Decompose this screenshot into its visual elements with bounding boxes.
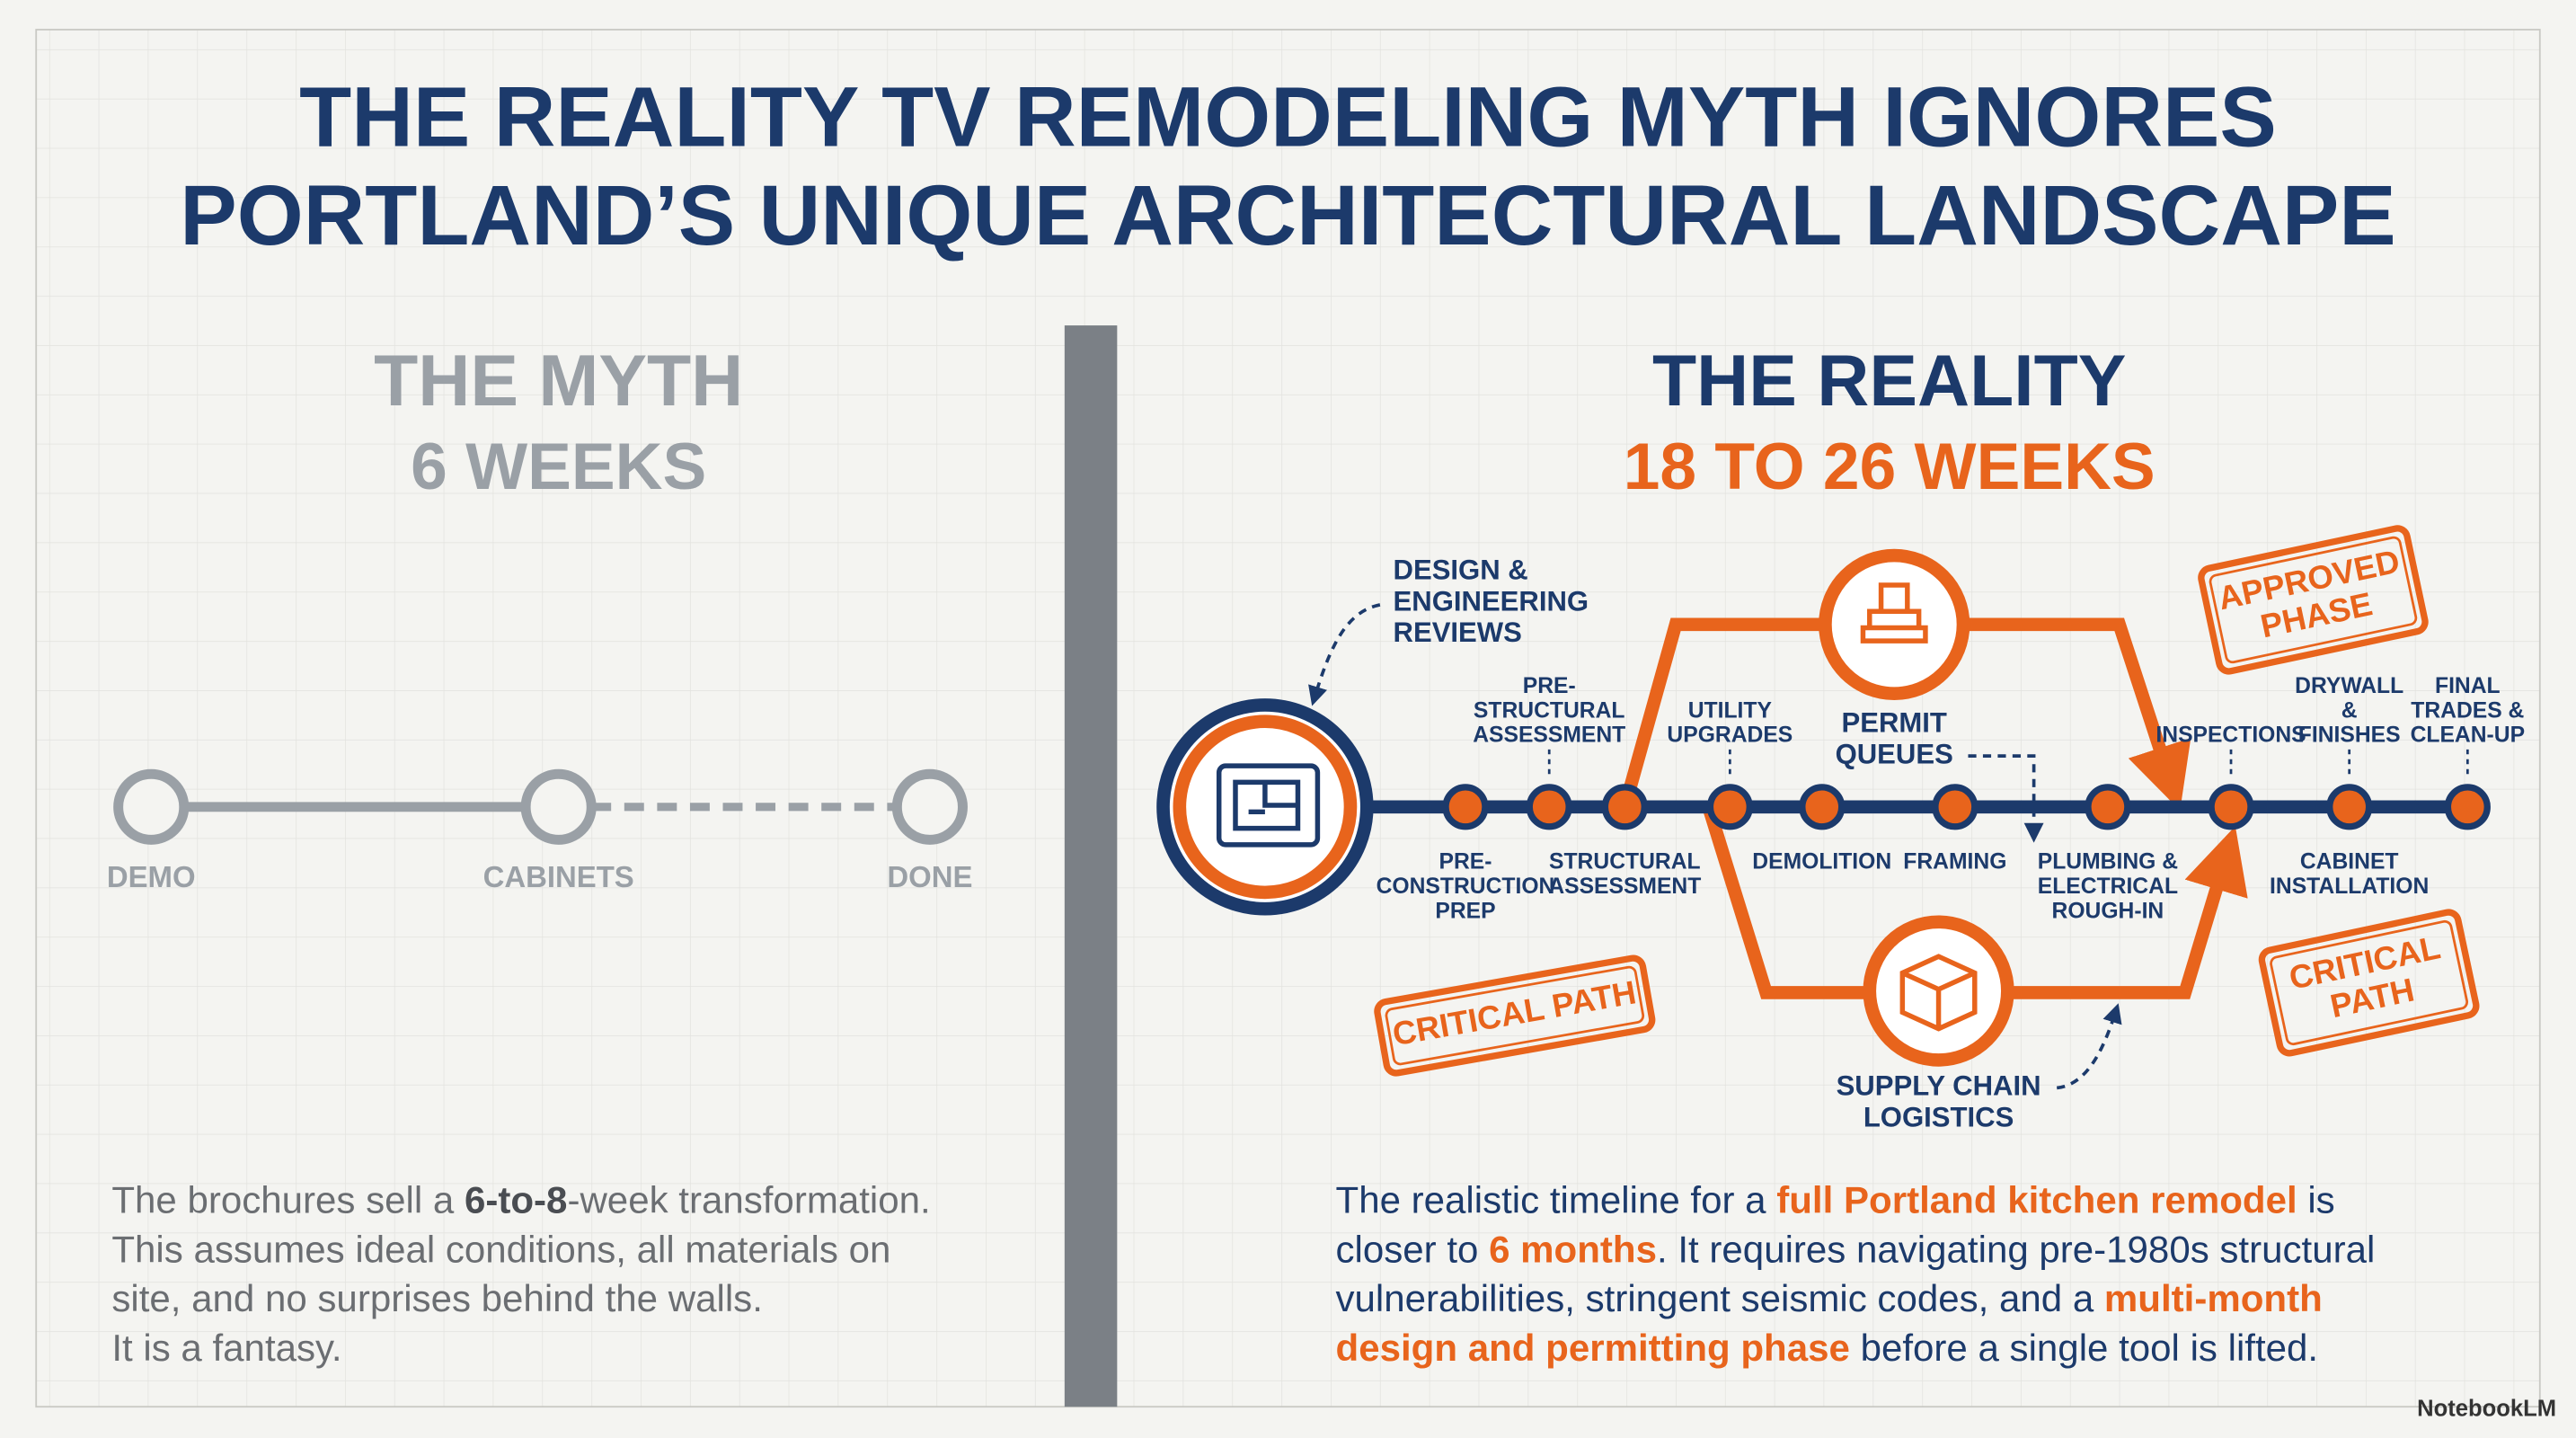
paragraph-line: The brochures sell a 6-to-8-week transfo…	[111, 1179, 930, 1221]
step-dot	[2208, 784, 2254, 830]
reality-heading: THE REALITY	[1652, 341, 2126, 422]
paragraph-line: design and permitting phase before a sin…	[1336, 1327, 2319, 1369]
step-label: ROUGH-IN	[2052, 899, 2164, 923]
myth-duration: 6 WEEKS	[411, 431, 706, 503]
text-run: -week transformation.	[567, 1179, 930, 1221]
step-label: ASSESSMENT	[1548, 874, 1701, 899]
step-label: UPGRADES	[1667, 723, 1793, 748]
text-run: site, and no surprises behind the walls.	[111, 1277, 763, 1319]
content: THE REALITY TV REMODELING MYTH IGNORESPO…	[107, 69, 2556, 1421]
callout: DESIGN &	[1394, 555, 1528, 586]
step-label: PREP	[1435, 899, 1495, 923]
paragraph-line: vulnerabilities, stringent seismic codes…	[1336, 1277, 2323, 1319]
step-label: DRYWALL	[2295, 674, 2403, 698]
paragraph-line: This assumes ideal conditions, all mater…	[111, 1228, 890, 1270]
permit-pointer	[1968, 754, 2044, 843]
blueprint-icon	[1216, 763, 1321, 848]
stamp-border	[2258, 909, 2480, 1057]
stamp-border	[1374, 954, 1656, 1077]
emphasis: 6-to-8	[465, 1179, 567, 1221]
callout: LOGISTICS	[1863, 1101, 2014, 1132]
myth-milestone	[113, 768, 190, 845]
text-run: is	[2297, 1179, 2335, 1221]
step-label: FRAMING	[1903, 850, 2006, 874]
step-dot	[2085, 784, 2131, 830]
step-label: PRE-	[1523, 674, 1576, 698]
title-line: PORTLAND’S UNIQUE ARCHITECTURAL LANDSCAP…	[180, 168, 2395, 263]
step-label: TRADES &	[2411, 698, 2524, 723]
callout: QUEUES	[1836, 738, 1953, 769]
myth-milestone-label: DONE	[887, 860, 972, 893]
callout: PERMIT	[1841, 707, 1946, 739]
step-dot	[2444, 784, 2491, 830]
emphasis: multi-month	[2104, 1277, 2323, 1319]
paragraph-line: closer to 6 months. It requires navigati…	[1336, 1228, 2376, 1270]
stamp-inner	[2209, 536, 2418, 664]
stamp-border	[2198, 525, 2429, 675]
callout: SUPPLY CHAIN	[1837, 1070, 2041, 1102]
step-label: CABINET	[2300, 850, 2399, 874]
myth-milestone-label: DEMO	[107, 860, 196, 893]
myth-heading: THE MYTH	[374, 341, 743, 422]
text-run: closer to	[1336, 1228, 1490, 1270]
design-pointer	[1308, 603, 1381, 706]
emphasis: design and permitting phase	[1336, 1327, 1850, 1369]
permit-node	[1819, 548, 1970, 700]
step-dot	[1799, 784, 1846, 830]
step-label: ASSESSMENT	[1473, 723, 1625, 748]
step-label: UTILITY	[1688, 698, 1773, 723]
myth-milestone	[891, 768, 968, 845]
title-line: THE REALITY TV REMODELING MYTH IGNORES	[299, 69, 2277, 164]
stamp-inner	[1385, 965, 1645, 1066]
text-run: The brochures sell a	[111, 1179, 465, 1221]
stamp-inner	[2270, 919, 2469, 1046]
text-run: vulnerabilities, stringent seismic codes…	[1336, 1277, 2104, 1319]
step-label: INSTALLATION	[2270, 874, 2429, 899]
step-label: DEMOLITION	[1752, 850, 1891, 874]
watermark: NotebookLM	[2417, 1397, 2556, 1422]
step-label: CONSTRUCTION	[1377, 874, 1555, 899]
myth-milestone-label: CABINETS	[483, 860, 634, 893]
supply-pointer	[2056, 1003, 2122, 1090]
emphasis: 6 months	[1489, 1228, 1657, 1270]
text-run: The realistic timeline for a	[1336, 1179, 1777, 1221]
step-label: &	[2341, 698, 2358, 723]
step-label: STRUCTURAL	[1474, 698, 1625, 723]
step-dot	[1442, 784, 1489, 830]
paragraph-line: It is a fantasy.	[111, 1327, 341, 1369]
text-run: before a single tool is lifted.	[1850, 1327, 2318, 1369]
myth-milestone	[520, 768, 597, 845]
step-label: PLUMBING &	[2038, 850, 2178, 874]
text-run: It is a fantasy.	[111, 1327, 341, 1369]
step-label: PRE-	[1438, 850, 1492, 874]
text-run: This assumes ideal conditions, all mater…	[111, 1228, 890, 1270]
step-dot	[2326, 784, 2373, 830]
paragraph-line: The realistic timeline for a full Portla…	[1336, 1179, 2335, 1221]
divider	[1064, 325, 1118, 1407]
stamp-icon	[1860, 582, 1928, 644]
step-label: FINISHES	[2298, 723, 2401, 748]
callout: REVIEWS	[1394, 617, 1522, 648]
crate-icon	[1899, 954, 1978, 1032]
step-label: FINAL	[2435, 674, 2501, 698]
step-dot	[1706, 784, 1753, 830]
step-label: STRUCTURAL	[1549, 850, 1701, 874]
design-ring	[1173, 715, 1358, 900]
step-label: CLEAN-UP	[2411, 723, 2525, 748]
emphasis: full Portland kitchen remodel	[1776, 1179, 2297, 1221]
step-label: ELECTRICAL	[2038, 874, 2178, 899]
step-dot	[1526, 784, 1572, 830]
step-dot	[1932, 784, 1978, 830]
step-dot	[1601, 784, 1648, 830]
text-run: . It requires navigating pre-1980s struc…	[1657, 1228, 2375, 1270]
reality-duration: 18 TO 26 WEEKS	[1624, 431, 2156, 503]
step-label: INSPECTIONS	[2156, 723, 2306, 748]
paragraph-line: site, and no surprises behind the walls.	[111, 1277, 763, 1319]
callout: ENGINEERING	[1394, 585, 1589, 617]
